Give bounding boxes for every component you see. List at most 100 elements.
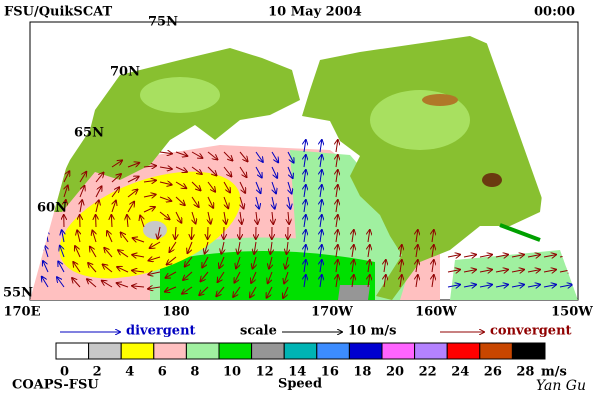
wind-vector [543, 270, 556, 272]
colorbar-tick: 8 [190, 365, 199, 380]
wind-vector [165, 271, 177, 278]
wind-vector [304, 245, 306, 258]
wind-vector [132, 255, 145, 257]
wind-vector [320, 140, 322, 153]
wind-vector [207, 181, 215, 192]
colorbar-tick: 0 [60, 365, 69, 380]
land-relief [422, 94, 458, 106]
colorbar-tick: 4 [125, 365, 134, 380]
wind-vector [200, 271, 209, 281]
wind-vector [283, 286, 289, 298]
wind-vector [304, 260, 306, 273]
wind-vector [336, 260, 338, 273]
wind-vector [511, 270, 524, 272]
wind-vector [304, 200, 306, 213]
wind-vector [121, 233, 129, 243]
colorbar-swatch [446, 342, 481, 360]
wind-vector [320, 155, 322, 168]
wind-vector [320, 260, 322, 273]
wind-vector [223, 196, 228, 208]
wind-vector [400, 245, 402, 258]
wind-vector [223, 181, 230, 192]
wind-vector [432, 245, 434, 258]
wind-vector [118, 250, 129, 258]
wind-vector [148, 287, 161, 289]
wind-vector [77, 230, 80, 243]
wind-vector [132, 286, 145, 287]
wind-vector [272, 181, 276, 193]
wind-vector [73, 262, 81, 273]
wind-vector [256, 211, 257, 224]
colorbar-swatch [153, 342, 187, 360]
wind-vector [75, 246, 81, 258]
wind-vector [255, 166, 262, 178]
lon-label: 160W [415, 305, 457, 320]
wind-vector [191, 166, 202, 174]
wind-vector [117, 283, 129, 287]
wind-field [450, 250, 578, 300]
colorbar-tick: 14 [288, 365, 306, 380]
wind-vector [95, 173, 103, 183]
wind-vector [159, 182, 172, 185]
wind-vector [218, 271, 225, 282]
wind-vector [80, 200, 82, 213]
wind-vector [511, 285, 524, 287]
wind-vector [191, 226, 192, 239]
wind-vector [104, 248, 113, 258]
wind-vector [205, 241, 208, 254]
wind-vector [223, 166, 231, 176]
wind-vector [287, 166, 293, 178]
wind-vector [60, 246, 65, 258]
wind-vector [96, 200, 99, 213]
wind-vector [352, 245, 354, 258]
wind-vector [368, 230, 370, 243]
wind-vector [64, 200, 66, 213]
wind-vector [216, 286, 225, 296]
wind-vector [143, 166, 156, 167]
colorbar-tick: 24 [451, 365, 469, 380]
wind-vector [219, 256, 225, 268]
wind-vector [192, 211, 196, 223]
lat-label: 60N [37, 201, 67, 216]
colorbar-tick: 22 [419, 365, 437, 380]
colorbar-swatch [88, 342, 122, 360]
wind-vector [304, 140, 306, 153]
wind-vector [271, 151, 278, 162]
wind-vector [72, 278, 81, 288]
wind-vector [287, 241, 288, 254]
wind-vector [287, 151, 294, 163]
wind-vector [183, 271, 193, 280]
wind-vector [175, 226, 176, 239]
colorbar-tick: 28 [516, 365, 534, 380]
wind-vector [254, 241, 256, 254]
wind-vector [102, 281, 113, 288]
wind-vector [87, 279, 97, 288]
wind-vector [384, 275, 386, 288]
wind-vector [175, 211, 181, 223]
wind-vector [447, 270, 460, 272]
colorbar-swatch [316, 342, 350, 360]
wind-vector [495, 255, 508, 257]
wind-vector [288, 196, 290, 209]
wind-vector [107, 231, 113, 243]
wind-vector [57, 277, 65, 288]
wind-vector [158, 226, 160, 239]
product-name: FSU/QuikSCAT [4, 5, 113, 20]
wind-vector [447, 285, 460, 287]
wind-vector [159, 211, 170, 219]
wind-vector [479, 270, 492, 272]
wind-vector [304, 170, 306, 183]
colorbar-unit: m/s [541, 365, 567, 380]
wind-vector [127, 177, 139, 183]
colorbar: 0 2 4 6 8 10 12 14 16 18 20 22 24 26 28 m/s [55, 342, 567, 380]
lat-label: 55N [3, 286, 33, 301]
wind-vector [191, 196, 199, 207]
colorbar-swatch [55, 342, 90, 360]
colorbar-swatch [381, 342, 416, 360]
lon-label: 150W [551, 305, 593, 320]
wind-vector [285, 256, 288, 269]
wind-vector [207, 151, 217, 159]
wind-vector [143, 180, 156, 182]
colorbar-tick: 6 [158, 365, 167, 380]
coast [499, 223, 541, 242]
